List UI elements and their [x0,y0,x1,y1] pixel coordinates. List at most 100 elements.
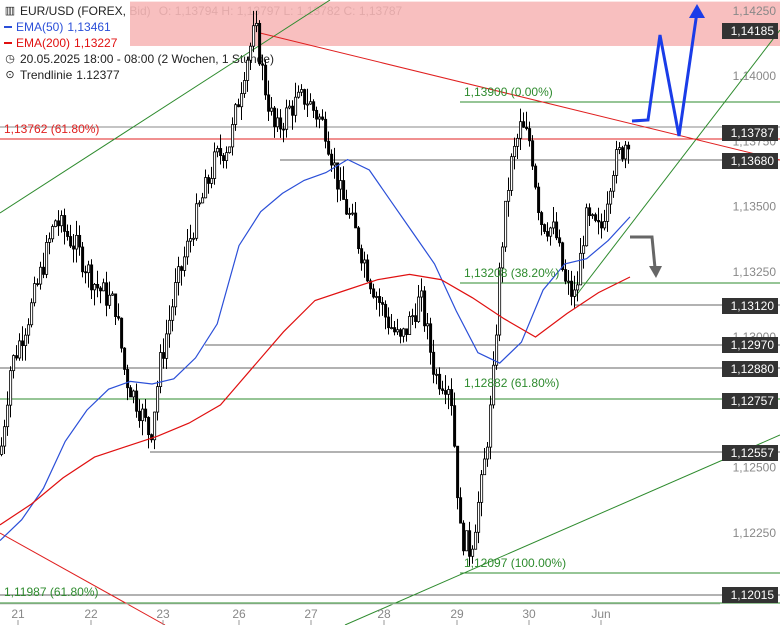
candle-body [348,213,352,215]
candle-body [156,386,160,413]
candle-body [48,238,52,243]
candle-body [573,289,577,297]
candle-body [321,116,325,120]
candle-body [66,231,70,237]
candle-body [468,530,472,557]
candle-body [285,107,289,130]
x-tick-label: 27 [304,607,318,621]
candle-body [117,316,121,319]
candle-body [270,107,274,112]
candle-body [318,116,322,120]
candle-body [243,80,247,94]
candle-body [480,474,484,503]
trendline-red-lower [0,532,166,625]
candle-body [186,240,190,258]
price-label: 1,12880 [731,362,775,376]
price-label-box [722,298,778,314]
candle-body [417,296,421,322]
candle-body [561,242,565,270]
price-label: 1,12015 [731,588,775,602]
candle-body [234,104,238,125]
candle-body [507,190,511,202]
candle-body [567,280,571,283]
candle-body [303,89,307,105]
price-label-box [722,125,778,141]
candle-body [462,522,466,552]
candle-body [147,417,151,436]
candle-body [102,282,106,292]
candle-body [276,117,280,128]
candle-body [564,269,568,282]
fib-label: 1,12882 (61.80%) [464,376,559,390]
fib-label: 1,12097 (100.00%) [464,556,566,570]
candle-body [39,266,43,285]
candle-body [408,315,412,335]
candle-body [72,245,76,250]
candle-body [351,212,355,215]
x-tick-label: 28 [377,607,391,621]
candle-body [369,280,373,290]
candle-body [261,63,265,66]
candle-body [231,124,235,148]
candle-body [246,59,250,81]
candle-body [120,317,124,349]
candle-body [294,96,298,116]
candle-body [207,177,211,184]
candle-body [249,45,253,61]
candle-body [534,165,538,188]
candle-body [189,238,193,242]
candle-body [390,327,394,329]
price-label-box [722,361,778,377]
price-label: 1,12970 [731,338,775,352]
candle-body [195,203,199,239]
candle-body [453,405,457,447]
x-tick-label: Jun [591,607,610,621]
candle-body [60,215,64,227]
candle-body [336,162,340,190]
price-label: 1,13787 [731,126,775,140]
candle-body [474,531,478,550]
candle-body [582,245,586,254]
candle-body [423,290,427,327]
candle-body [495,334,499,366]
candle-body [240,93,244,108]
candle-body [18,340,22,359]
candle-body [258,22,262,65]
candle-body [465,530,469,552]
candle-body [216,148,220,153]
candle-body [366,259,370,282]
candle-body [63,215,67,232]
candle-body [372,288,376,298]
candle-body [54,220,58,227]
candle-body [492,364,496,406]
candle-body [297,91,301,98]
candle-body [3,426,7,447]
candle-body [9,370,13,406]
candle-body [288,105,292,109]
ema200-line [0,273,631,526]
candle-body [168,319,172,335]
candle-body [213,151,217,179]
candle-body [81,246,85,273]
candle-body [360,248,364,264]
candle-body [69,236,73,247]
candle-body [264,64,268,96]
candle-body [282,128,286,131]
y-tick-label: 1,12500 [733,461,777,475]
candle-body [378,296,382,303]
candle-body [597,220,601,223]
candle-body [141,408,145,422]
candle-body [57,220,61,227]
candle-body [420,290,424,298]
candle-body [342,180,346,200]
candle-body [84,271,88,274]
candle-body [588,207,592,216]
candle-body [291,105,295,116]
x-tick-label: 22 [84,607,98,621]
candle-body [123,347,127,370]
candle-body [504,200,508,248]
candle-body [327,140,331,155]
candle-body [126,369,130,389]
resistance-zone [130,1,780,46]
